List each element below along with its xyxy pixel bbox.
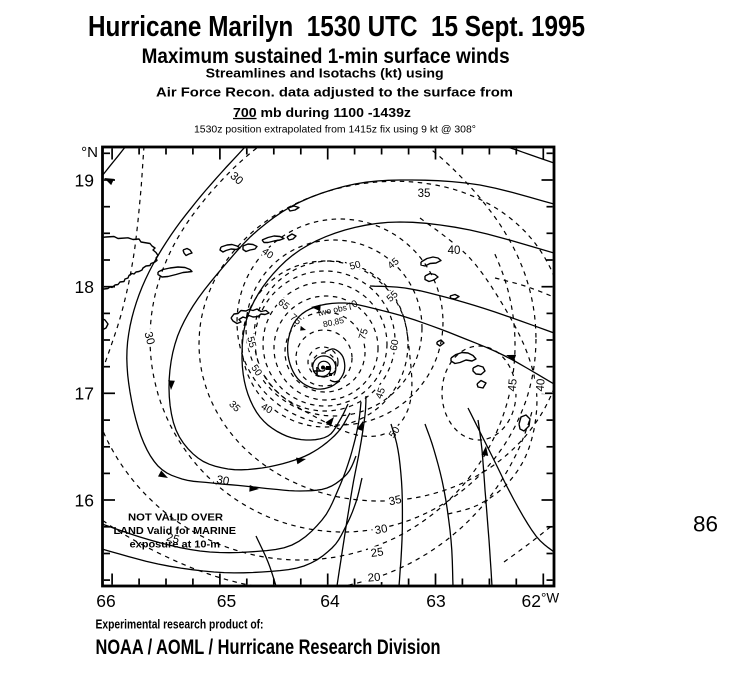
svg-text:30: 30 [215, 474, 230, 488]
svg-text:64: 64 [320, 591, 340, 611]
svg-text:700 mb during 1100 -1439z: 700 mb during 1100 -1439z [233, 105, 412, 120]
svg-text:40: 40 [448, 245, 461, 257]
svg-text:20: 20 [367, 572, 381, 585]
svg-text:45: 45 [507, 378, 520, 392]
svg-text:25: 25 [165, 532, 180, 547]
svg-text:NOAA / AOML / Hurricane Resear: NOAA / AOML / Hurricane Research Divisio… [96, 635, 441, 659]
svg-text:30: 30 [374, 523, 389, 537]
svg-text:°N: °N [81, 144, 98, 161]
svg-text:Hurricane Marilyn 1530 UTC 1: Hurricane Marilyn 1530 UTC 15 Sept. 1995 [88, 11, 585, 43]
svg-text:17: 17 [75, 384, 94, 404]
svg-text:LAND Valid for MARINE: LAND Valid for MARINE [114, 526, 237, 537]
svg-text:35: 35 [388, 494, 403, 508]
svg-text:25: 25 [370, 546, 384, 560]
svg-text:63: 63 [426, 591, 445, 611]
svg-text:19: 19 [75, 170, 94, 190]
svg-text:66: 66 [96, 591, 115, 611]
svg-text:75: 75 [357, 327, 371, 341]
svg-text:60: 60 [389, 338, 402, 351]
svg-text:Air Force Recon. data adjusted: Air Force Recon. data adjusted to the su… [156, 85, 513, 100]
svg-text:65: 65 [217, 591, 236, 611]
svg-text:86: 86 [693, 512, 718, 537]
svg-text:40: 40 [259, 401, 275, 416]
svg-text:16: 16 [75, 490, 94, 510]
svg-text:1530z position extrapolated fr: 1530z position extrapolated from 1415z f… [194, 125, 476, 136]
svg-text:30: 30 [141, 331, 156, 346]
svg-text:35: 35 [418, 188, 431, 200]
svg-text:80,85: 80,85 [322, 315, 345, 329]
svg-text:55: 55 [244, 335, 258, 349]
svg-text:NOT VALID OVER: NOT VALID OVER [128, 513, 224, 524]
svg-text:Experimental research product: Experimental research product of: [96, 617, 264, 632]
svg-text:Streamlines and Isotachs (kt): Streamlines and Isotachs (kt) using [206, 66, 444, 81]
svg-text:70: 70 [345, 298, 361, 313]
svg-text:18: 18 [75, 277, 94, 297]
svg-text:50: 50 [348, 259, 362, 273]
svg-text:45: 45 [374, 386, 388, 401]
svg-text:40: 40 [535, 378, 548, 392]
svg-text:Maximum sustained 1-min surfac: Maximum sustained 1-min surface winds [142, 45, 510, 68]
svg-text:exposure at 10-m: exposure at 10-m [130, 540, 221, 551]
